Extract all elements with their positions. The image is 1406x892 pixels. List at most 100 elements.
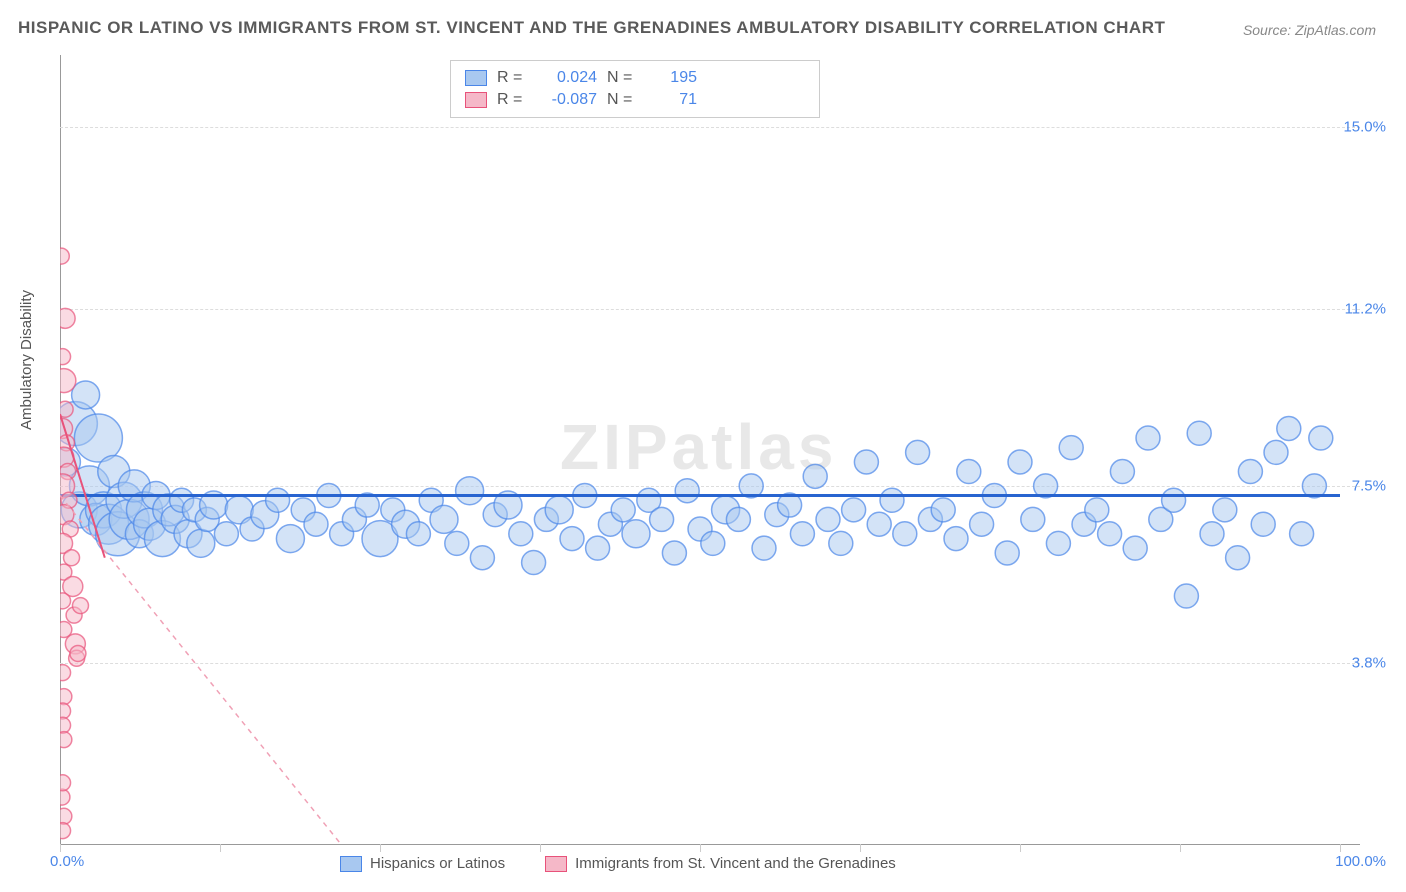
scatter-point-series-1	[430, 505, 458, 533]
scatter-point-series-2	[60, 248, 69, 264]
scatter-point-series-1	[1021, 507, 1045, 531]
scatter-point-series-1	[456, 477, 484, 505]
scatter-point-series-1	[1200, 522, 1224, 546]
x-tick	[860, 844, 861, 852]
scatter-point-series-1	[995, 541, 1019, 565]
scatter-point-series-1	[276, 525, 304, 553]
scatter-point-series-2	[60, 717, 71, 733]
scatter-point-series-1	[1226, 546, 1250, 570]
scatter-point-series-1	[1008, 450, 1032, 474]
x-tick	[60, 844, 61, 852]
source-attribution: Source: ZipAtlas.com	[1243, 22, 1376, 38]
legend-item-1: Hispanics or Latinos	[340, 855, 505, 872]
scatter-point-series-2	[60, 703, 71, 719]
scatter-point-series-1	[1123, 536, 1147, 560]
scatter-point-series-2	[64, 550, 80, 566]
scatter-point-series-1	[72, 381, 100, 409]
scatter-point-series-1	[1110, 460, 1134, 484]
x-tick	[1180, 844, 1181, 852]
x-axis-max-label: 100.0%	[1335, 853, 1386, 870]
scatter-point-series-1	[650, 507, 674, 531]
scatter-point-series-2	[72, 598, 88, 614]
x-tick	[220, 844, 221, 852]
r-label: R =	[497, 91, 527, 109]
legend-swatch	[545, 856, 567, 872]
scatter-point-series-2	[60, 665, 71, 681]
scatter-point-series-1	[662, 541, 686, 565]
chart-title: HISPANIC OR LATINO VS IMMIGRANTS FROM ST…	[18, 18, 1165, 38]
scatter-point-series-1	[867, 512, 891, 536]
scatter-point-series-1	[1290, 522, 1314, 546]
legend-label: Hispanics or Latinos	[370, 855, 505, 872]
scatter-point-series-1	[701, 531, 725, 555]
scatter-point-series-1	[854, 450, 878, 474]
n-value-series-1: 195	[647, 69, 697, 87]
scatter-point-series-1	[560, 527, 584, 551]
scatter-point-series-1	[1277, 416, 1301, 440]
scatter-point-series-1	[545, 496, 573, 524]
scatter-point-series-2	[60, 789, 70, 805]
scatter-point-series-2	[60, 775, 71, 791]
scatter-point-series-1	[74, 414, 122, 462]
x-tick	[380, 844, 381, 852]
legend-item-2: Immigrants from St. Vincent and the Gren…	[545, 855, 896, 872]
r-value-series-1: 0.024	[537, 69, 597, 87]
scatter-point-series-2	[60, 349, 71, 365]
scatter-point-series-2	[60, 401, 73, 417]
scatter-point-series-1	[1162, 488, 1186, 512]
scatter-point-series-1	[406, 522, 430, 546]
n-label: N =	[607, 91, 637, 109]
scatter-point-series-1	[1174, 584, 1198, 608]
scatter-point-series-1	[880, 488, 904, 512]
scatter-point-series-1	[944, 527, 968, 551]
scatter-point-series-1	[622, 520, 650, 548]
scatter-point-series-1	[611, 498, 635, 522]
scatter-point-series-1	[893, 522, 917, 546]
scatter-point-series-1	[586, 536, 610, 560]
r-value-series-2: -0.087	[537, 91, 597, 109]
scatter-point-series-1	[1098, 522, 1122, 546]
x-tick	[1340, 844, 1341, 852]
scatter-point-series-1	[1046, 531, 1070, 555]
scatter-point-series-1	[509, 522, 533, 546]
swatch-series-1	[465, 70, 487, 86]
scatter-point-series-1	[752, 536, 776, 560]
scatter-point-series-1	[675, 479, 699, 503]
y-axis-label: Ambulatory Disability	[18, 290, 35, 430]
scatter-point-series-1	[790, 522, 814, 546]
legend-swatch	[340, 856, 362, 872]
swatch-series-2	[465, 92, 487, 108]
scatter-point-series-1	[726, 507, 750, 531]
scatter-point-series-1	[1085, 498, 1109, 522]
x-tick	[700, 844, 701, 852]
scatter-point-series-1	[931, 498, 955, 522]
scatter-point-series-1	[1238, 460, 1262, 484]
scatter-point-series-2	[60, 808, 72, 824]
n-value-series-2: 71	[647, 91, 697, 109]
scatter-point-series-1	[1187, 421, 1211, 445]
scatter-point-series-1	[970, 512, 994, 536]
x-tick	[540, 844, 541, 852]
scatter-point-series-1	[522, 551, 546, 575]
n-label: N =	[607, 69, 637, 87]
scatter-point-series-1	[1264, 440, 1288, 464]
scatter-plot	[60, 55, 1380, 845]
legend-row-series-1: R = 0.024 N = 195	[465, 67, 805, 89]
scatter-point-series-1	[214, 522, 238, 546]
scatter-point-series-2	[60, 689, 72, 705]
scatter-point-series-1	[803, 464, 827, 488]
x-axis-min-label: 0.0%	[50, 853, 84, 870]
scatter-point-series-1	[829, 531, 853, 555]
scatter-point-series-2	[60, 823, 71, 839]
scatter-point-series-1	[1251, 512, 1275, 536]
scatter-point-series-1	[445, 531, 469, 555]
scatter-point-series-1	[1136, 426, 1160, 450]
scatter-point-series-1	[842, 498, 866, 522]
series-legend: Hispanics or Latinos Immigrants from St. …	[340, 855, 896, 872]
scatter-point-series-2	[70, 645, 86, 661]
scatter-point-series-2	[60, 308, 75, 328]
scatter-point-series-1	[304, 512, 328, 536]
scatter-point-series-1	[816, 507, 840, 531]
x-tick	[1020, 844, 1021, 852]
scatter-point-series-1	[906, 440, 930, 464]
